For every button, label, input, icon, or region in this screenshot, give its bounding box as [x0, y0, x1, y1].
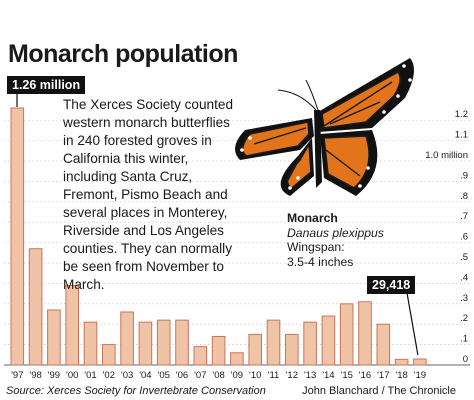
- x-tick-label: '06: [176, 370, 188, 381]
- wing-spot: [248, 136, 252, 140]
- y-tick-label: .4: [460, 272, 468, 283]
- antenna: [305, 79, 319, 111]
- wing-vein: [329, 101, 381, 125]
- y-tick-label: 1.2: [455, 109, 468, 120]
- x-tick-label: '14: [322, 370, 334, 381]
- x-tick-label: '99: [48, 370, 60, 381]
- y-tick-label: 1.0 million: [425, 150, 468, 161]
- bar-97: [10, 107, 25, 366]
- x-tick-label: '19: [414, 370, 426, 381]
- wing-spot: [396, 94, 400, 98]
- bar-17: [376, 323, 391, 366]
- x-tick-label: '00: [66, 370, 78, 381]
- wing-spot: [366, 166, 370, 170]
- bar-19: [413, 358, 427, 366]
- x-tick-label: '16: [359, 370, 371, 381]
- wing-spot: [358, 184, 362, 188]
- bar-11: [266, 319, 281, 366]
- species-scientific-name: Danaus plexippus: [287, 225, 384, 240]
- y-axis-ticks: 0 .1 .2 .3 .4 .5 .6 .7 .8 .9 1.0 million 1.1 1.2: [425, 109, 468, 365]
- credit-line: John Blanchard / The Chronicle: [302, 385, 456, 397]
- wing-spot: [402, 64, 406, 68]
- chart-description: The Xerces Society counted western monar…: [63, 97, 234, 292]
- butterfly-body: [314, 110, 322, 188]
- bar-16: [358, 301, 372, 366]
- chart-title: Monarch population: [8, 40, 238, 68]
- x-tick-label: '17: [377, 370, 389, 381]
- x-tick-label: '03: [121, 370, 133, 381]
- bar-02: [102, 344, 116, 366]
- x-tick-label: '07: [194, 370, 206, 381]
- source-note: Source: Xerces Society for Invertebrate …: [6, 385, 266, 397]
- callout-pointers: [16, 92, 419, 356]
- species-info: Monarch Danaus plexippus Wingspan: 3.5-4…: [287, 211, 384, 269]
- x-tick-label: '05: [158, 370, 170, 381]
- species-common-name: Monarch: [287, 211, 338, 225]
- y-tick-label: .7: [460, 211, 468, 222]
- bar-99: [47, 309, 61, 366]
- x-axis-ticks: '97 '98 '99 '00 '01 '02 '03 '04 '05 '06 '07 '08 '09 '…: [11, 370, 426, 381]
- bar-08: [211, 335, 226, 366]
- x-tick-label: '01: [84, 370, 96, 381]
- butterfly-illustration: [235, 58, 414, 196]
- y-tick-label: .2: [460, 313, 468, 324]
- x-tick-label: '11: [268, 370, 280, 381]
- bar-04: [138, 321, 153, 366]
- bar-01: [83, 321, 98, 366]
- wing-spot: [408, 78, 412, 82]
- bar-09: [230, 352, 244, 366]
- bar-13: [303, 321, 317, 366]
- bar-18: [394, 358, 409, 366]
- x-tick-label: '15: [341, 370, 353, 381]
- wing-spot: [382, 110, 386, 114]
- wing-vein: [325, 149, 361, 177]
- y-tick-label: 0: [463, 354, 468, 365]
- wingspan-label: Wingspan:: [287, 240, 345, 255]
- wing-vein: [323, 81, 393, 127]
- wing-vein: [253, 127, 307, 145]
- wingspan-value: 3.5-4 inches: [287, 254, 354, 269]
- bar-12: [285, 333, 299, 366]
- y-tick-label: .9: [460, 170, 468, 181]
- bar-15: [339, 303, 354, 366]
- bar-03: [120, 311, 134, 366]
- x-tick-label: '97: [11, 370, 23, 381]
- y-tick-label: .6: [460, 232, 468, 243]
- x-tick-label: '04: [139, 370, 151, 381]
- bar-06: [175, 319, 189, 366]
- x-tick-label: '02: [103, 370, 115, 381]
- x-tick-label: '09: [231, 370, 243, 381]
- bars: [10, 107, 427, 366]
- bar-00: [65, 284, 80, 366]
- y-tick-label: .5: [460, 252, 468, 263]
- wing-spot: [240, 148, 244, 152]
- x-tick-label: '98: [29, 370, 41, 381]
- latest-callout: 29,418: [367, 276, 416, 294]
- x-tick-label: '08: [212, 370, 224, 381]
- peak-callout: 1.26 million: [7, 76, 86, 94]
- x-tick-label: '10: [249, 370, 261, 381]
- y-tick-label: 1.1: [455, 130, 468, 141]
- x-tick-label: '12: [286, 370, 298, 381]
- y-tick-label: .1: [460, 334, 468, 345]
- x-tick-label: '18: [395, 370, 407, 381]
- wing-spot: [288, 186, 292, 190]
- y-tick-label: .8: [460, 191, 468, 202]
- wing-spot: [296, 176, 300, 180]
- antenna: [277, 89, 317, 111]
- x-tick-label: '13: [304, 370, 316, 381]
- bar-07: [193, 346, 208, 366]
- bar-98: [28, 248, 43, 366]
- bar-14: [321, 315, 336, 366]
- y-tick-label: .3: [460, 293, 468, 304]
- latest-pointer: [406, 292, 419, 356]
- bar-05: [156, 319, 171, 366]
- wing-vein: [287, 149, 305, 181]
- bar-10: [248, 333, 262, 366]
